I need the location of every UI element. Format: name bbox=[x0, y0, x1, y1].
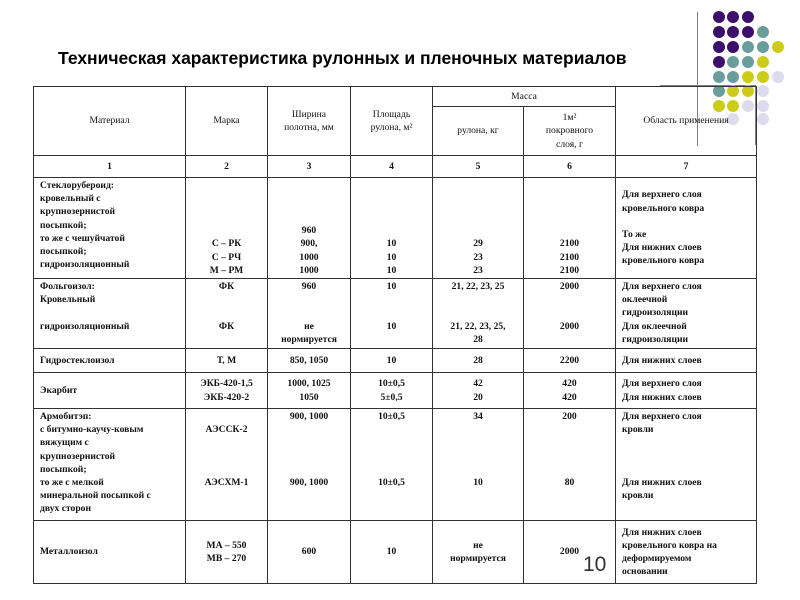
cell-width: 600 bbox=[267, 520, 351, 584]
cell-mass-m2: 200 80 bbox=[523, 408, 616, 521]
cell-mass-roll: 42 20 bbox=[432, 372, 524, 409]
decor-vertical-line bbox=[697, 12, 698, 146]
cell-area: 10±0,5 10±0,5 bbox=[350, 408, 433, 521]
header-area: Площадь рулона, м² bbox=[350, 86, 433, 156]
cell-material: Экарбит bbox=[33, 372, 186, 409]
decor-dot bbox=[757, 41, 769, 53]
decor-dot bbox=[742, 56, 754, 68]
page-number: 10 bbox=[583, 553, 607, 576]
decor-dot bbox=[713, 56, 725, 68]
cell-area: 10 bbox=[350, 520, 433, 584]
materials-table: Материал Марка Ширина полотна, мм Площад… bbox=[33, 86, 757, 584]
header-brand: Марка bbox=[185, 86, 268, 156]
decor-dot bbox=[757, 113, 769, 125]
cell-mass-m2: 420 420 bbox=[523, 372, 616, 409]
table-row: Фольгоизол: Кровельный гидроизоляционный… bbox=[33, 278, 757, 349]
cell-mass-m2: 2100 2100 2100 bbox=[523, 177, 616, 279]
cell-mass-roll: 28 bbox=[432, 348, 524, 373]
header-material: Материал bbox=[33, 86, 186, 156]
decor-horizontal-line bbox=[660, 85, 756, 86]
decor-dot bbox=[742, 26, 754, 38]
decor-dot bbox=[772, 71, 784, 83]
decor-dot bbox=[713, 71, 725, 83]
cell-width: 960 900, 1000 1000 bbox=[267, 177, 351, 279]
cell-mass-m2: 2000 bbox=[523, 520, 616, 584]
cell-mass-roll: 21, 22, 23, 25 21, 22, 23, 25, 28 bbox=[432, 278, 524, 349]
column-number: 3 bbox=[267, 155, 351, 178]
cell-area: 10±0,5 5±0,5 bbox=[350, 372, 433, 409]
column-number: 7 bbox=[615, 155, 757, 178]
column-number: 1 bbox=[33, 155, 186, 178]
cell-brand: ФК ФК bbox=[185, 278, 268, 349]
cell-material: Металлоизол bbox=[33, 520, 186, 584]
cell-brand: ЭКБ-420-1,5 ЭКБ-420-2 bbox=[185, 372, 268, 409]
cell-mass-roll: 29 23 23 bbox=[432, 177, 524, 279]
cell-width: 900, 1000 900, 1000 bbox=[267, 408, 351, 521]
decor-dot bbox=[757, 85, 769, 97]
cell-material: Стеклорубероид: кровельный с крупнозерни… bbox=[33, 177, 186, 279]
cell-application: Для верхнего слоя кровельного ковра То ж… bbox=[615, 177, 757, 279]
decor-dot bbox=[757, 26, 769, 38]
decor-dot bbox=[742, 11, 754, 23]
decor-dot bbox=[713, 11, 725, 23]
decor-dot bbox=[727, 11, 739, 23]
cell-mass-m2: 2000 2000 bbox=[523, 278, 616, 349]
cell-width: 850, 1050 bbox=[267, 348, 351, 373]
header-width: Ширина полотна, мм bbox=[267, 86, 351, 156]
cell-application: Для нижних слоев кровельного ковра на де… bbox=[615, 520, 757, 584]
table-row: Металлоизол МА – 550 МВ – 270 600 10 не норм… bbox=[33, 520, 757, 584]
table-row: Армобитэп: с битумно-каучу-ковым вяжущим… bbox=[33, 408, 757, 521]
cell-area: 10 10 bbox=[350, 278, 433, 349]
decor-dot bbox=[742, 41, 754, 53]
cell-application: Для верхнего слоя кровли Для нижних слое… bbox=[615, 408, 757, 521]
decor-dot bbox=[713, 41, 725, 53]
decor-dot bbox=[727, 41, 739, 53]
decor-dot bbox=[757, 56, 769, 68]
cell-width: 1000, 1025 1050 bbox=[267, 372, 351, 409]
header-mass-roll: рулона, кг bbox=[432, 106, 524, 156]
cell-material: Гидростеклоизол bbox=[33, 348, 186, 373]
table-row: Гидростеклоизол Т, М 850, 1050 10 28 2200 Для … bbox=[33, 348, 757, 373]
cell-application: Для верхнего слоя оклеечной гидроизоляци… bbox=[615, 278, 757, 349]
cell-area: 10 10 10 bbox=[350, 177, 433, 279]
cell-brand: Т, М bbox=[185, 348, 268, 373]
column-number: 5 bbox=[432, 155, 524, 178]
slide-title: Техническая характеристика рулонных и пл… bbox=[58, 48, 627, 68]
cell-application: Для верхнего слоя Для нижних слоев bbox=[615, 372, 757, 409]
cell-brand: МА – 550 МВ – 270 bbox=[185, 520, 268, 584]
decor-dot bbox=[727, 56, 739, 68]
cell-mass-m2: 2200 bbox=[523, 348, 616, 373]
cell-application: Для нижних слоев bbox=[615, 348, 757, 373]
table-row: Стеклорубероид: кровельный с крупнозерни… bbox=[33, 177, 757, 279]
header-application: Область применения bbox=[615, 86, 757, 156]
column-number: 6 bbox=[523, 155, 616, 178]
header-mass: Масса bbox=[432, 86, 616, 107]
header-mass-m2: 1м² покровного слоя, г bbox=[523, 106, 616, 156]
decor-dot bbox=[772, 41, 784, 53]
cell-brand: АЭССК-2 АЭСХМ-1 bbox=[185, 408, 268, 521]
decor-dot bbox=[727, 71, 739, 83]
column-number: 4 bbox=[350, 155, 433, 178]
cell-width: 960 не нормируется bbox=[267, 278, 351, 349]
table-row: Экарбит ЭКБ-420-1,5 ЭКБ-420-2 1000, 1025 1… bbox=[33, 372, 757, 409]
cell-brand: С – РК С – РЧ М – РМ bbox=[185, 177, 268, 279]
decor-dot bbox=[742, 71, 754, 83]
decor-dot bbox=[713, 26, 725, 38]
decor-dot bbox=[757, 100, 769, 112]
cell-mass-roll: 34 10 bbox=[432, 408, 524, 521]
cell-mass-roll: не нормируется bbox=[432, 520, 524, 584]
decor-dot bbox=[727, 26, 739, 38]
cell-material: Фольгоизол: Кровельный гидроизоляционный bbox=[33, 278, 186, 349]
cell-material: Армобитэп: с битумно-каучу-ковым вяжущим… bbox=[33, 408, 186, 521]
cell-area: 10 bbox=[350, 348, 433, 373]
decor-dot bbox=[757, 71, 769, 83]
column-number: 2 bbox=[185, 155, 268, 178]
